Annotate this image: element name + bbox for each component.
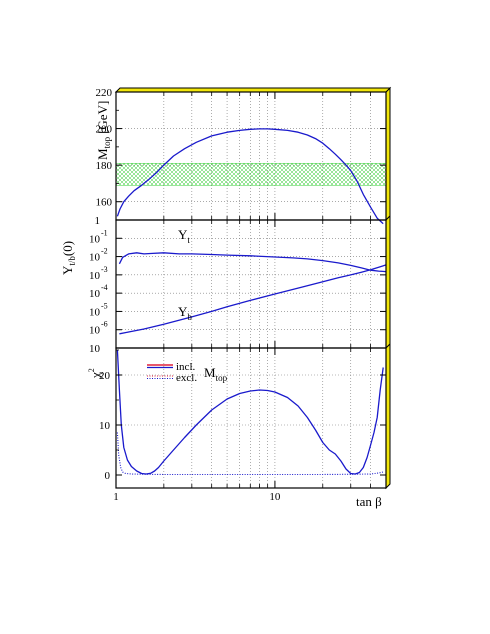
y-tick-label: 10 — [89, 325, 101, 337]
series-line-1-0 — [118, 252, 387, 273]
y-tick-label: 10 — [89, 270, 101, 282]
top-ylabel: Mtop[GeV] — [95, 101, 112, 160]
y-tick-label: 10 — [89, 233, 101, 245]
x-tick-label: 1 — [113, 491, 119, 503]
middle-ylabel: Yt/b(0) — [60, 241, 77, 275]
y-tick-exponent: -6 — [101, 320, 108, 329]
bottom-ylabel: χ2 — [87, 368, 103, 379]
y-tick-label: 20 — [99, 370, 111, 382]
series-line-1-1 — [119, 264, 387, 335]
band-layer — [115, 163, 387, 186]
series-line-2-0 — [116, 349, 384, 475]
series-layer — [116, 128, 387, 476]
series-label-yt: Yt — [178, 227, 190, 245]
legend-incl-label: incl. — [176, 361, 195, 373]
panel-frames — [114, 86, 392, 490]
panel-border-2 — [115, 347, 387, 489]
y-tick-label: 200 — [96, 124, 113, 136]
panel-border-0 — [115, 91, 387, 221]
ticks-layer: 160180200220110-110-210-310-410-510-6100… — [89, 87, 387, 503]
x-tick-label: 10 — [269, 491, 281, 503]
y-tick-label: 180 — [96, 160, 113, 172]
y-tick-label: 0 — [105, 470, 111, 482]
legend: incl. excl. Mtop — [147, 361, 228, 384]
y-tick-label: 10 — [99, 420, 111, 432]
series-line-2-1 — [116, 432, 384, 476]
grid-lines — [116, 92, 386, 488]
series-line-0-0 — [116, 128, 384, 225]
y-tick-exponent: -2 — [101, 247, 108, 256]
y-tick-exponent: -1 — [101, 228, 108, 237]
y-tick-label: 220 — [96, 87, 113, 99]
y-tick-label: 10 — [89, 306, 101, 318]
y-tick-exponent: -4 — [101, 283, 108, 292]
series-label-yb: Yb — [178, 304, 192, 322]
y-tick-label: 10 — [89, 288, 101, 300]
y-tick-label: 160 — [96, 197, 113, 209]
legend-excl-label: excl. — [176, 372, 197, 384]
mtop-band — [115, 163, 387, 186]
y-tick-exponent: -5 — [101, 301, 108, 310]
panel-border-1 — [115, 219, 387, 349]
y-tick-label: 1 — [95, 215, 101, 227]
y-tick-exponent: -3 — [101, 265, 108, 274]
y-tick-label: 10 — [89, 343, 101, 355]
legend-title: Mtop — [204, 365, 228, 383]
y-tick-label: 10 — [89, 252, 101, 264]
x-axis-label: tan β — [356, 494, 382, 509]
